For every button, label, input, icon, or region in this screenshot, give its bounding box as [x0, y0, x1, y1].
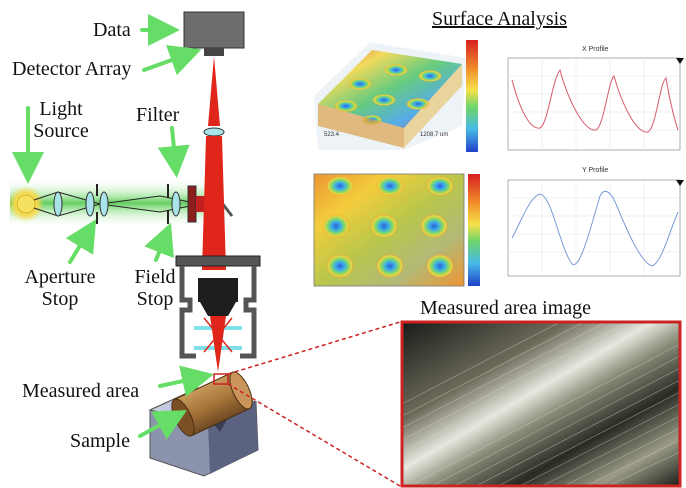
surface-value-a: 523.4 — [324, 132, 340, 138]
detector-array — [204, 48, 224, 56]
filter-block — [187, 185, 197, 223]
turret-left-arm — [179, 266, 196, 359]
arrow-icon — [157, 126, 190, 178]
measured-area-photo — [400, 320, 682, 488]
objective-nose — [200, 302, 236, 316]
y-profile-title: Y Profile — [582, 167, 609, 174]
zoom-line-bottom — [227, 383, 401, 487]
turret-right-arm — [240, 266, 257, 359]
aperture-stop-label: Aperture Stop — [24, 266, 96, 310]
ray-cross-b — [203, 317, 233, 353]
red-beam-main — [202, 136, 226, 270]
red-beam-focus — [210, 316, 226, 372]
lens-icon — [99, 191, 109, 217]
x-profile-plot — [507, 57, 684, 151]
objective-body — [198, 278, 238, 302]
arrow-icon — [138, 410, 188, 440]
arrow-icon — [142, 45, 202, 76]
y-profile-plot — [507, 179, 684, 277]
color-scale-2 — [468, 174, 480, 286]
surface-3d-plot — [314, 42, 466, 150]
lens-icon — [85, 191, 95, 217]
arrow-icon — [65, 219, 97, 264]
tube-lens-icon — [203, 127, 225, 137]
turret-top — [175, 255, 261, 267]
filter-label: Filter — [136, 104, 180, 126]
measured-area-label: Measured area — [22, 380, 140, 402]
light-source-label: Light Source — [33, 98, 89, 142]
data-label: Data — [93, 19, 131, 41]
surface-2d-map — [313, 173, 465, 287]
zoom-line-top — [227, 321, 401, 375]
light-source-bulb — [16, 194, 36, 214]
x-profile-title: X Profile — [582, 46, 609, 53]
measured-area-image-heading: Measured area image — [420, 297, 592, 319]
measured-area-marker — [213, 373, 229, 385]
arrow-icon — [158, 365, 214, 397]
arrow-icon — [144, 222, 174, 262]
detector-camera — [183, 11, 245, 49]
red-beam-upper — [208, 56, 220, 126]
surface-analysis-heading: Surface Analysis — [432, 8, 567, 30]
color-scale-1 — [466, 40, 478, 152]
sample-label: Sample — [70, 430, 130, 452]
lens-icon — [171, 191, 181, 217]
detector-array-label: Detector Array — [12, 58, 132, 80]
field-stop-label: Field Stop — [134, 266, 176, 310]
filter-insert — [196, 196, 206, 212]
surface-value-b: 1208.7 um — [420, 132, 449, 138]
lens-icon — [53, 191, 63, 217]
